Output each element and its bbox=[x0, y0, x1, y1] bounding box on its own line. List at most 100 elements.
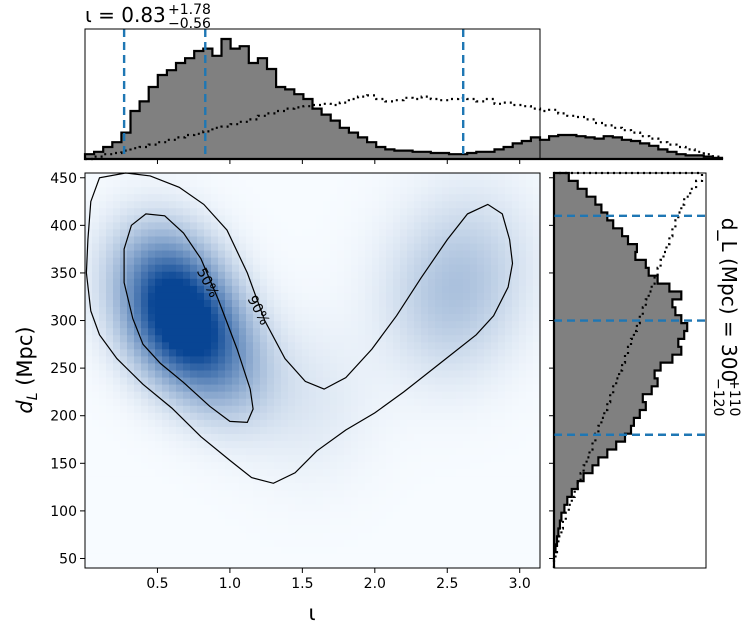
heatmap-cell bbox=[246, 511, 254, 520]
heatmap-cell bbox=[225, 476, 233, 484]
heatmap-cell bbox=[505, 384, 513, 393]
heatmap-cell bbox=[379, 377, 387, 386]
heatmap-cell bbox=[204, 349, 212, 357]
heatmap-cell bbox=[456, 448, 464, 456]
heatmap-cell bbox=[351, 511, 359, 520]
heatmap-cell bbox=[309, 455, 317, 463]
heatmap-cell bbox=[211, 490, 219, 499]
heatmap-cell bbox=[162, 553, 170, 562]
heatmap-cell bbox=[274, 173, 282, 181]
heatmap-cell bbox=[365, 426, 373, 435]
heatmap-cell bbox=[120, 462, 128, 470]
heatmap-cell bbox=[386, 560, 394, 569]
heatmap-cell bbox=[484, 518, 492, 527]
heatmap-cell bbox=[358, 180, 366, 188]
heatmap-cell bbox=[274, 299, 282, 308]
heatmap-cell bbox=[449, 307, 457, 315]
heatmap-cell bbox=[274, 469, 282, 477]
heatmap-cell bbox=[267, 257, 275, 266]
heatmap-cell bbox=[148, 187, 156, 195]
heatmap-cell bbox=[379, 483, 387, 492]
heatmap-cell bbox=[176, 292, 184, 301]
heatmap-cell bbox=[400, 433, 408, 442]
heatmap-cell bbox=[358, 222, 366, 231]
heatmap-cell bbox=[484, 299, 492, 308]
heatmap-cell bbox=[127, 539, 135, 548]
heatmap-cell bbox=[141, 229, 149, 238]
heatmap-cell bbox=[190, 271, 198, 280]
heatmap-cell bbox=[400, 314, 408, 322]
heatmap-cell bbox=[141, 405, 149, 414]
heatmap-cell bbox=[505, 539, 513, 548]
heatmap-cell bbox=[407, 419, 415, 428]
heatmap-cell bbox=[526, 222, 534, 231]
heatmap-cell bbox=[302, 469, 310, 477]
heatmap-cell bbox=[190, 180, 198, 188]
heatmap-cell bbox=[337, 307, 345, 315]
heatmap-cell bbox=[183, 236, 191, 245]
heatmap-cell bbox=[393, 483, 401, 492]
heatmap-cell bbox=[211, 377, 219, 386]
heatmap-cell bbox=[155, 222, 163, 231]
heatmap-cell bbox=[218, 448, 226, 456]
heatmap-cell bbox=[225, 560, 233, 569]
heatmap-cell bbox=[449, 525, 457, 534]
heatmap-cell bbox=[414, 560, 422, 569]
heatmap-cell bbox=[120, 553, 128, 562]
heatmap-cell bbox=[400, 518, 408, 527]
heatmap-cell bbox=[155, 257, 163, 266]
heatmap-cell bbox=[428, 222, 436, 231]
heatmap-cell bbox=[365, 278, 373, 287]
prior-histogram bbox=[85, 94, 724, 161]
heatmap-cell bbox=[190, 469, 198, 477]
heatmap-cell bbox=[393, 243, 401, 252]
heatmap-cell bbox=[393, 257, 401, 266]
heatmap-cell bbox=[337, 264, 345, 273]
heatmap-cell bbox=[169, 335, 177, 343]
heatmap-cell bbox=[197, 546, 205, 555]
heatmap-cell bbox=[533, 285, 541, 294]
heatmap-cell bbox=[225, 349, 233, 357]
heatmap-cell bbox=[379, 264, 387, 273]
heatmap-cell bbox=[498, 441, 506, 449]
heatmap-cell bbox=[372, 377, 380, 386]
heatmap-cell bbox=[183, 363, 191, 372]
heatmap-cell bbox=[323, 483, 331, 492]
heatmap-cell bbox=[358, 278, 366, 287]
heatmap-cell bbox=[239, 539, 247, 548]
heatmap-cell bbox=[407, 377, 415, 386]
heatmap-cell bbox=[498, 412, 506, 421]
heatmap-cell bbox=[120, 490, 128, 499]
heatmap-cell bbox=[414, 462, 422, 470]
heatmap-cell bbox=[414, 314, 422, 322]
heatmap-cell bbox=[211, 173, 219, 181]
heatmap-cell bbox=[260, 335, 268, 343]
heatmap-cell bbox=[288, 412, 296, 421]
heatmap-cell bbox=[113, 483, 121, 492]
heatmap-cell bbox=[512, 398, 520, 407]
heatmap-cell bbox=[162, 483, 170, 492]
heatmap-cell bbox=[141, 250, 149, 259]
heatmap-cell bbox=[134, 518, 142, 527]
heatmap-cell bbox=[225, 525, 233, 534]
heatmap-cell bbox=[449, 441, 457, 449]
heatmap-cell bbox=[148, 525, 156, 534]
heatmap-cell bbox=[127, 384, 135, 393]
heatmap-cell bbox=[141, 222, 149, 231]
heatmap-cell bbox=[372, 370, 380, 379]
heatmap-cell bbox=[435, 271, 443, 280]
heatmap-cell bbox=[463, 448, 471, 456]
heatmap-cell bbox=[232, 278, 240, 287]
heatmap-cell bbox=[365, 250, 373, 259]
heatmap-cell bbox=[169, 384, 177, 393]
heatmap-cell bbox=[183, 518, 191, 527]
heatmap-cell bbox=[99, 194, 107, 202]
heatmap-cell bbox=[344, 342, 352, 350]
heatmap-cell bbox=[393, 271, 401, 280]
heatmap-cell bbox=[526, 173, 534, 181]
heatmap-cell bbox=[260, 321, 268, 329]
heatmap-cell bbox=[197, 532, 205, 541]
heatmap-cell bbox=[155, 349, 163, 357]
heatmap-cell bbox=[435, 236, 443, 245]
heatmap-cell bbox=[484, 426, 492, 435]
